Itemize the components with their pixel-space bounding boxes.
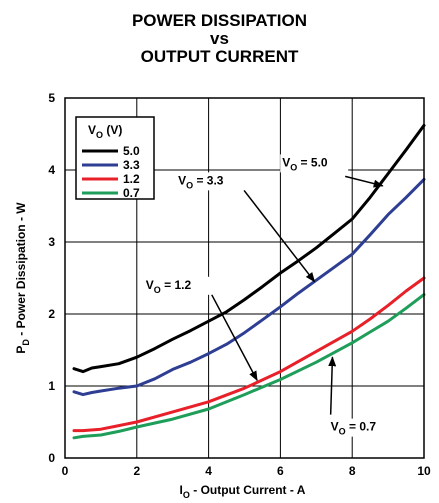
annotation-arrow-0 — [345, 175, 384, 188]
annotation-arrow-1 — [243, 189, 316, 283]
y-tick-label-0: 0 — [48, 451, 55, 465]
y-tick-label-4: 4 — [48, 163, 55, 177]
chart-title-line-3: OUTPUT CURRENT — [140, 47, 299, 66]
legend: VO (V)5.03.31.20.7 — [75, 116, 155, 200]
series-line-0.7 — [72, 293, 426, 440]
plot-frame — [64, 97, 425, 459]
annotation-label-0: VO = 5.0 — [282, 155, 328, 172]
y-axis-label: PD - Power Dissipation - W — [14, 202, 31, 354]
annotation-label-2: VO = 1.2 — [146, 278, 192, 295]
annotations: VO = 5.0 VO = 3.3 VO = 1.2 VO = 0.7 — [143, 154, 397, 437]
annotation-bg-0 — [280, 154, 349, 173]
y-tick-label-2: 2 — [48, 307, 55, 321]
ticks: 0 2 4 6 8 10 0 1 2 3 4 5 — [48, 91, 431, 478]
legend-label-5.0: 5.0 — [123, 144, 140, 158]
annotation-label-3: VO = 0.7 — [331, 420, 377, 437]
series-line-5.0 — [72, 123, 426, 374]
annotation-arrow-3 — [328, 356, 337, 415]
annotation-bg-1 — [176, 172, 245, 191]
chart-title-line-2: vs — [210, 29, 229, 48]
annotation-arrow-2 — [211, 294, 258, 382]
x-tick-label-0: 0 — [62, 464, 69, 478]
annotation-label-1: VO = 3.3 — [178, 173, 224, 190]
y-tick-label-1: 1 — [48, 379, 55, 393]
y-tick-label-5: 5 — [48, 91, 55, 105]
annotation-bg-2 — [143, 276, 212, 295]
x-tick-label-4: 4 — [205, 464, 212, 478]
annotation-bg-3 — [328, 418, 397, 437]
legend-label-0.7: 0.7 — [123, 186, 140, 200]
chart-title-line-1: POWER DISSIPATION — [131, 11, 308, 30]
series-line-1.2 — [72, 276, 426, 433]
x-tick-label-6: 6 — [277, 464, 284, 478]
legend-label-3.3: 3.3 — [123, 158, 140, 172]
axis-labels: IO - Output Current - A PD - Power Dissip… — [14, 202, 306, 500]
x-tick-label-8: 8 — [349, 464, 356, 478]
legend-label-1.2: 1.2 — [123, 172, 140, 186]
y-tick-label-3: 3 — [48, 235, 55, 249]
x-tick-label-2: 2 — [133, 464, 140, 478]
x-tick-label-10: 10 — [417, 464, 431, 478]
series-layer — [72, 123, 426, 440]
x-axis-label: IO - Output Current - A — [180, 483, 306, 500]
legend-box — [75, 116, 155, 200]
legend-title: VO (V) — [88, 123, 122, 140]
